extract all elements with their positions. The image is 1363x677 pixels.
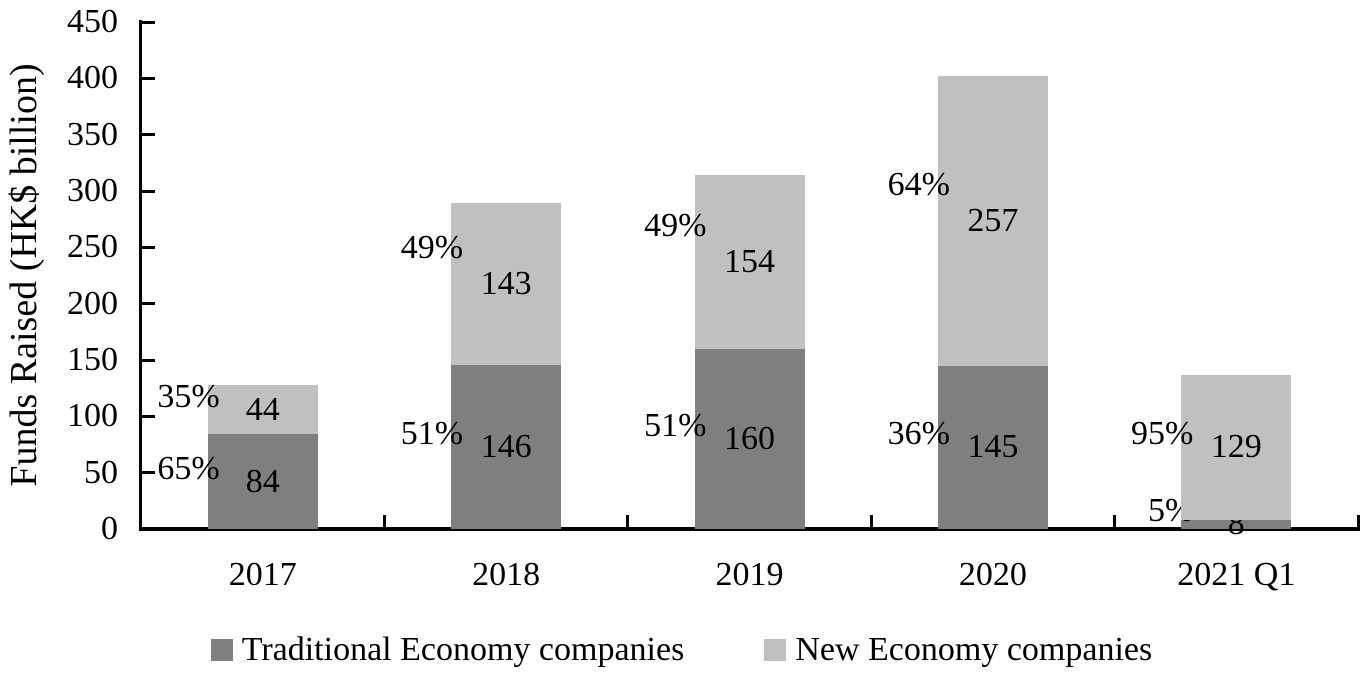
y-axis-tick (142, 76, 155, 80)
y-axis-tick-label: 150 (67, 341, 118, 378)
bar-value-label: 129 (1210, 428, 1262, 466)
bar-value-label: 146 (480, 427, 532, 465)
bar-segment-new (937, 76, 1048, 366)
bar-segment-traditional (937, 365, 1048, 529)
bar-segment-traditional (1181, 519, 1292, 529)
bar-percent-label: 49% (400, 228, 464, 266)
x-axis-tick (1113, 515, 1117, 528)
y-axis-tick (142, 133, 155, 137)
y-axis-tick-label: 400 (67, 59, 118, 97)
y-axis-line (139, 20, 142, 531)
y-axis-tick (142, 358, 155, 362)
y-axis-tick (142, 302, 155, 306)
y-axis-tick-label: 50 (84, 453, 118, 491)
x-axis-label: 2018 (472, 556, 541, 593)
x-axis-label: 2019 (715, 556, 784, 593)
bar-percent-label: 65% (157, 449, 220, 487)
bar-segment-new (694, 175, 805, 349)
y-axis-tick-label: 350 (67, 115, 118, 153)
bar-value-label: 145 (967, 428, 1019, 466)
bar-percent-label: 64% (887, 165, 950, 203)
x-axis-label: 2021 Q1 (1177, 556, 1296, 593)
bar-segment-new (1181, 374, 1292, 520)
y-axis-tick-label: 200 (67, 284, 118, 322)
legend-item: Traditional Economy companies (210, 630, 685, 670)
bar-segment-new (207, 384, 318, 435)
legend: Traditional Economy companies New Economy… (0, 630, 1363, 670)
bar-percent-label: 49% (644, 206, 707, 244)
legend-label: Traditional Economy companies (241, 631, 685, 668)
bar-segment-traditional (694, 348, 805, 529)
bar-segment-traditional (451, 364, 562, 529)
y-axis-tick-label: 450 (67, 3, 118, 40)
legend-swatch (764, 639, 787, 661)
y-axis-tick-label: 0 (101, 510, 118, 547)
x-axis-label: 2020 (958, 556, 1027, 593)
x-axis-tick (626, 515, 630, 528)
bar-value-label: 160 (724, 419, 775, 457)
y-axis-tick-label: 300 (67, 172, 118, 209)
legend-label: New Economy companies (795, 631, 1153, 668)
bar-percent-label: 95% (1130, 415, 1194, 453)
y-axis-tick-label: 100 (67, 397, 118, 435)
y-axis-tick (142, 245, 155, 249)
legend-item: New Economy companies (764, 630, 1152, 670)
y-axis-tick (142, 414, 155, 418)
bar-percent-label: 36% (887, 415, 950, 453)
x-axis-label: 2017 (228, 556, 297, 593)
bar-value-label: 154 (724, 242, 775, 280)
bar-segment-traditional (207, 434, 318, 529)
x-axis-tick (382, 515, 386, 528)
bar-percent-label: 5% (1147, 492, 1194, 530)
y-axis-tick (142, 20, 155, 24)
bar-value-label: 44 (245, 390, 280, 428)
bar-segment-new (451, 203, 562, 365)
bar-percent-label: 51% (644, 406, 707, 444)
bar-percent-label: 35% (157, 377, 220, 415)
y-axis-tick (142, 189, 155, 193)
legend-swatch (210, 639, 233, 661)
bar-value-label: 143 (480, 264, 532, 302)
bar-value-label: 257 (967, 201, 1019, 239)
x-axis-tick (869, 515, 873, 528)
y-axis-tick-label: 250 (67, 228, 118, 266)
x-axis-line (139, 527, 1360, 531)
bar-value-label: 84 (245, 462, 280, 500)
bar-percent-label: 51% (400, 414, 464, 452)
y-axis-tick (142, 471, 155, 475)
x-axis-tick (1356, 515, 1360, 528)
